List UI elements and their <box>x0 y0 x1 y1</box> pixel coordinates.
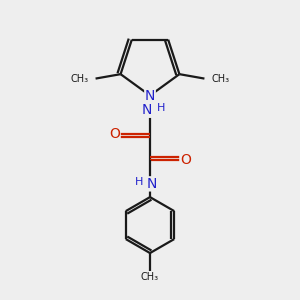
Text: H: H <box>135 176 143 187</box>
Text: CH₃: CH₃ <box>70 74 88 84</box>
Text: N: N <box>146 177 157 191</box>
Text: H: H <box>157 103 165 113</box>
Text: O: O <box>109 127 120 141</box>
Text: CH₃: CH₃ <box>212 74 230 84</box>
Text: CH₃: CH₃ <box>141 272 159 282</box>
Text: N: N <box>142 103 152 117</box>
Text: N: N <box>145 88 155 103</box>
Text: O: O <box>180 153 191 167</box>
